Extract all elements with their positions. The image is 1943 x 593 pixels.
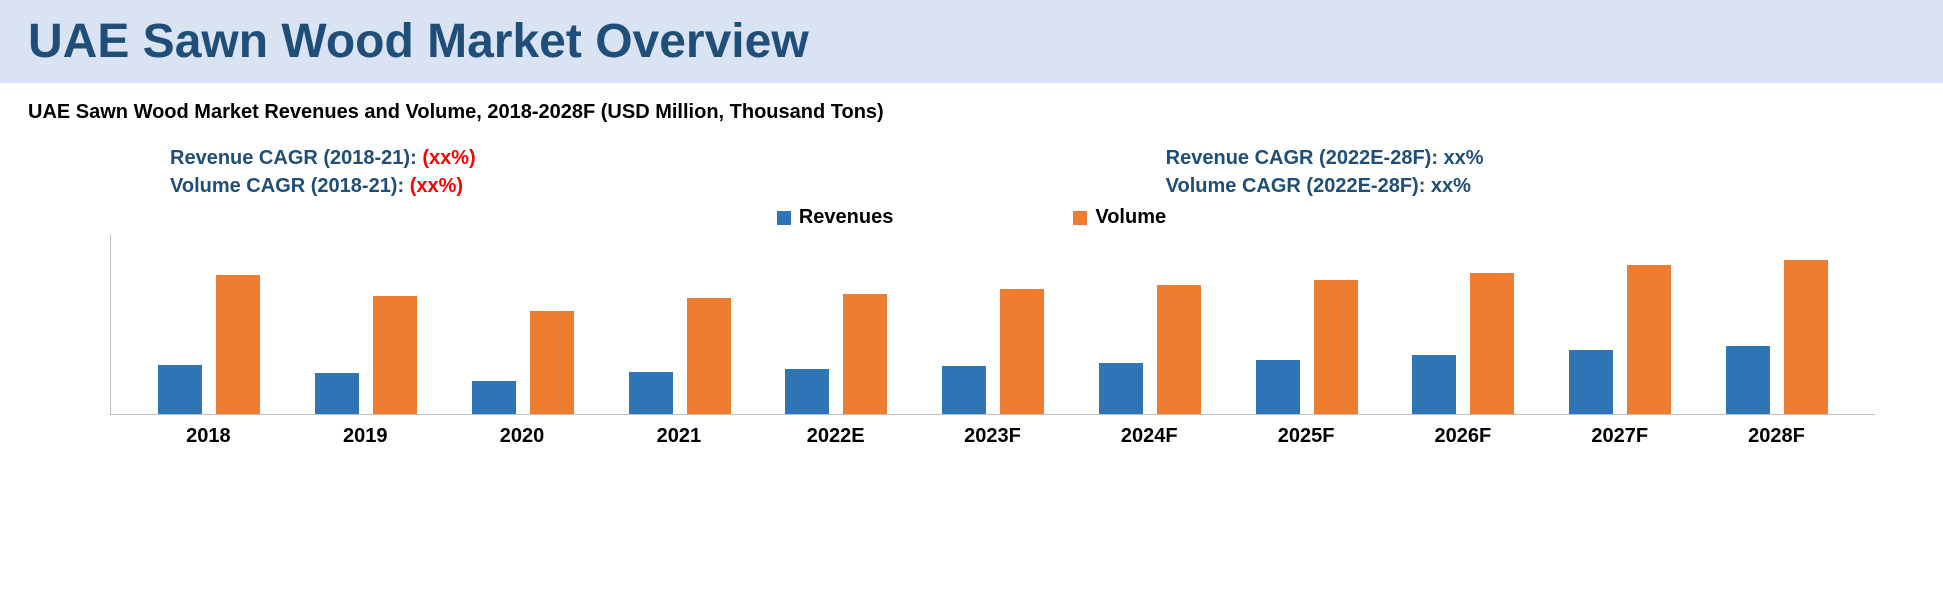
bar-volume bbox=[687, 298, 731, 414]
bar-revenues bbox=[1256, 360, 1300, 414]
x-axis-label: 2028F bbox=[1698, 425, 1855, 448]
bar-revenues bbox=[315, 373, 359, 414]
legend-label-revenues: Revenues bbox=[799, 206, 894, 229]
bar-volume bbox=[373, 296, 417, 414]
x-axis-label: 2024F bbox=[1071, 425, 1228, 448]
cagr-forecast: Revenue CAGR (2022E-28F): xx% Volume CAG… bbox=[1166, 144, 1484, 200]
header-band: UAE Sawn Wood Market Overview bbox=[0, 0, 1943, 83]
x-axis-label: 2026F bbox=[1385, 425, 1542, 448]
chart-x-axis: 20182019202020212022E2023F2024F2025F2026… bbox=[110, 425, 1875, 448]
chart-plot-area bbox=[110, 235, 1875, 415]
x-axis-label: 2023F bbox=[914, 425, 1071, 448]
revenue-cagr-hist-label: Revenue CAGR (2018-21): bbox=[170, 147, 422, 169]
bar-group bbox=[444, 311, 601, 414]
x-axis-label: 2027F bbox=[1541, 425, 1698, 448]
bar-revenues bbox=[1726, 346, 1770, 414]
legend-swatch-revenues bbox=[777, 211, 791, 225]
x-axis-label: 2022E bbox=[757, 425, 914, 448]
bar-group bbox=[288, 296, 445, 414]
legend-item-volume: Volume bbox=[1073, 206, 1166, 229]
bar-revenues bbox=[629, 372, 673, 414]
bar-volume bbox=[1314, 280, 1358, 414]
bar-group bbox=[915, 289, 1072, 414]
cagr-historical: Revenue CAGR (2018-21): (xx%) Volume CAG… bbox=[170, 144, 476, 200]
bar-volume bbox=[216, 275, 260, 414]
x-axis-label: 2021 bbox=[600, 425, 757, 448]
bar-group bbox=[1385, 273, 1542, 414]
bar-revenues bbox=[785, 369, 829, 414]
x-axis-label: 2025F bbox=[1228, 425, 1385, 448]
bar-group bbox=[1698, 260, 1855, 414]
legend-label-volume: Volume bbox=[1095, 206, 1166, 229]
chart-subtitle: UAE Sawn Wood Market Revenues and Volume… bbox=[28, 101, 1943, 124]
chart-bar-groups bbox=[111, 235, 1875, 414]
bar-revenues bbox=[158, 365, 202, 414]
bar-group bbox=[601, 298, 758, 414]
volume-cagr-hist-label: Volume CAGR (2018-21): bbox=[170, 175, 410, 197]
cagr-annotations: Revenue CAGR (2018-21): (xx%) Volume CAG… bbox=[0, 144, 1943, 200]
volume-cagr-hist-value: (xx%) bbox=[410, 175, 463, 197]
x-axis-label: 2019 bbox=[287, 425, 444, 448]
bar-revenues bbox=[1569, 350, 1613, 414]
bar-volume bbox=[1784, 260, 1828, 414]
bar-group bbox=[1228, 280, 1385, 414]
x-axis-label: 2020 bbox=[444, 425, 601, 448]
bar-volume bbox=[530, 311, 574, 414]
revenue-cagr-fcst: Revenue CAGR (2022E-28F): xx% bbox=[1166, 144, 1484, 172]
revenue-cagr-hist-value: (xx%) bbox=[422, 147, 475, 169]
bar-group bbox=[1542, 265, 1699, 414]
chart-legend: Revenues Volume bbox=[0, 206, 1943, 229]
bar-volume bbox=[843, 294, 887, 414]
chart: 20182019202020212022E2023F2024F2025F2026… bbox=[28, 235, 1915, 448]
legend-item-revenues: Revenues bbox=[777, 206, 894, 229]
bar-volume bbox=[1157, 285, 1201, 414]
page-title: UAE Sawn Wood Market Overview bbox=[28, 14, 1943, 69]
bar-group bbox=[131, 275, 288, 414]
bar-revenues bbox=[1412, 355, 1456, 414]
x-axis-label: 2018 bbox=[130, 425, 287, 448]
bar-group bbox=[1071, 285, 1228, 414]
legend-swatch-volume bbox=[1073, 211, 1087, 225]
bar-volume bbox=[1000, 289, 1044, 414]
volume-cagr-fcst: Volume CAGR (2022E-28F): xx% bbox=[1166, 172, 1484, 200]
bar-group bbox=[758, 294, 915, 414]
bar-volume bbox=[1627, 265, 1671, 414]
bar-revenues bbox=[1099, 363, 1143, 414]
bar-revenues bbox=[472, 381, 516, 414]
bar-revenues bbox=[942, 366, 986, 414]
bar-volume bbox=[1470, 273, 1514, 414]
